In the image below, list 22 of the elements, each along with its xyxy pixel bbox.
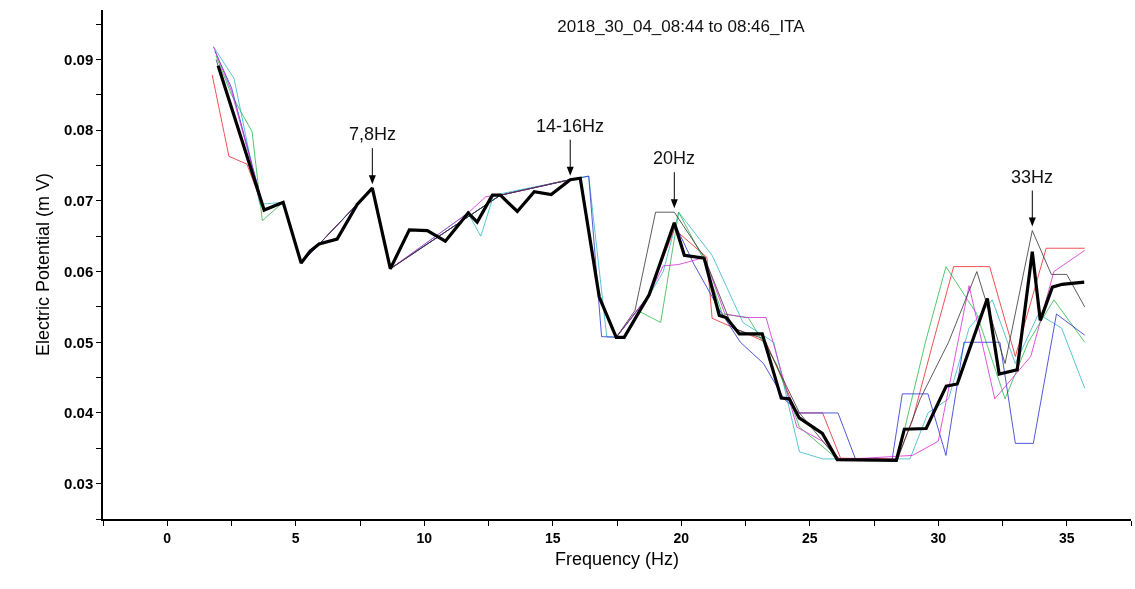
y-tick-label: 0.08 xyxy=(64,121,94,139)
y-tick-label: 0.07 xyxy=(64,192,94,210)
x-tick-label: 25 xyxy=(801,529,818,546)
chart-title: 2018_30_04_08:44 to 08:46_ITA xyxy=(557,17,806,37)
x-tick-label: 20 xyxy=(673,529,690,546)
y-tick-label: 0.09 xyxy=(64,50,94,68)
y-axis-title: Electric Potential (m V) xyxy=(32,172,53,357)
x-tick-label: 30 xyxy=(930,529,947,546)
x-tick-label: 10 xyxy=(416,529,433,546)
annotation: 7,8Hz xyxy=(349,124,397,144)
y-tick-label: 0.04 xyxy=(64,404,94,422)
x-tick-label: 0 xyxy=(163,529,172,546)
x-tick-label: 5 xyxy=(291,529,300,546)
annotation: 14-16Hz xyxy=(536,116,605,136)
annotation: 33Hz xyxy=(1011,167,1054,187)
y-tick-label: 0.03 xyxy=(64,474,94,492)
y-tick-label: 0.06 xyxy=(64,262,94,280)
x-tick-label: 35 xyxy=(1058,529,1075,546)
x-tick-label: 15 xyxy=(544,529,561,546)
annotation: 20Hz xyxy=(653,148,696,168)
x-axis-title: Frequency (Hz) xyxy=(554,549,680,570)
y-tick-label: 0.05 xyxy=(64,333,94,351)
